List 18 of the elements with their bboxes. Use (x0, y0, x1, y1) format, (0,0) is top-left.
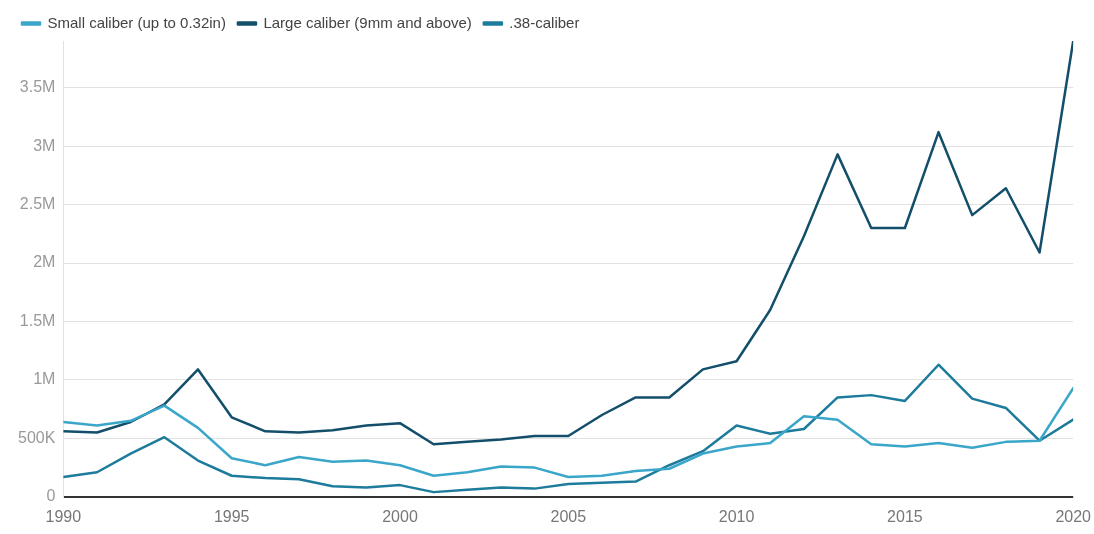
y-tick-label: 500K (17, 428, 56, 446)
x-tick-label: 2000 (382, 507, 418, 525)
x-tick-label: 1990 (45, 507, 82, 525)
x-tick-label: 2010 (718, 507, 755, 525)
y-tick-label: 1.5M (19, 311, 56, 329)
x-tick-label: 2015 (887, 507, 923, 525)
y-tick-label: 1M (33, 370, 56, 388)
legend-label: Small caliber (up to 0.32in) (47, 13, 226, 31)
y-tick-label: 3.5M (19, 78, 56, 96)
y-tick-label: 0 (46, 487, 56, 505)
x-tick-label: 1995 (213, 507, 250, 525)
x-tick-label: 2020 (1055, 507, 1092, 525)
y-tick-label: 2M (33, 253, 56, 271)
y-tick-label: 3M (33, 136, 56, 154)
y-tick-label: 2.5M (19, 195, 56, 213)
legend-label: .38-caliber (509, 13, 580, 31)
legend-label: Large caliber (9mm and above) (263, 13, 472, 31)
x-tick-label: 2005 (550, 507, 587, 525)
